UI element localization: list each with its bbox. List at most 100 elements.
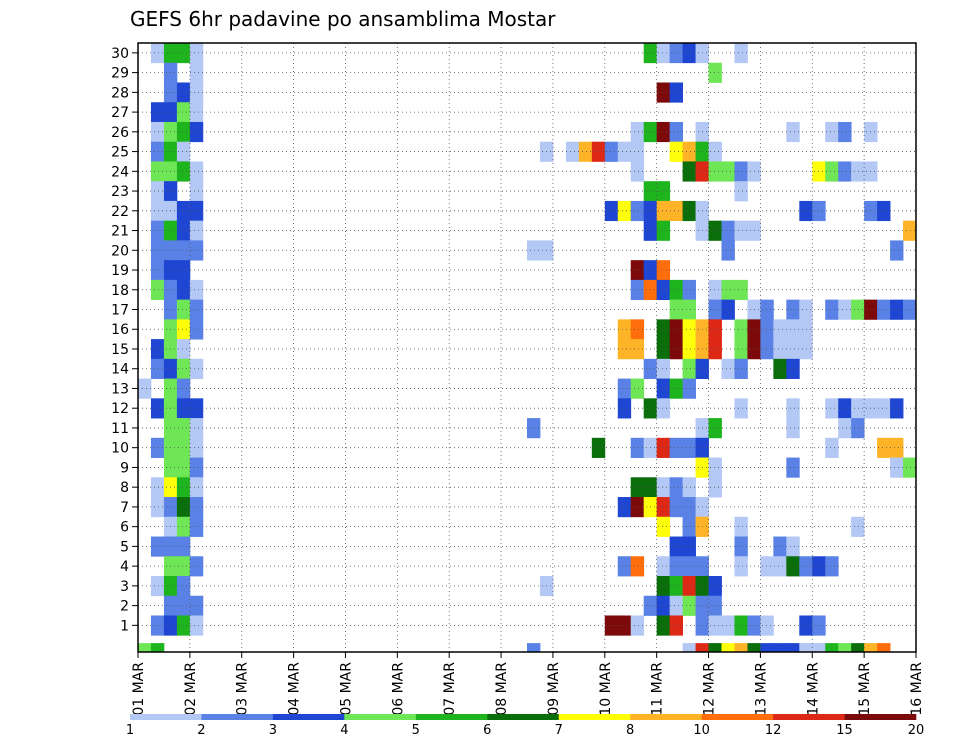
heat-cell [786, 418, 800, 439]
heat-cell [734, 181, 748, 202]
heat-cell [669, 556, 683, 577]
heat-cell [176, 319, 191, 340]
y-tick-label: 16 [111, 322, 129, 338]
y-tick-label: 22 [111, 204, 129, 220]
heat-cell [669, 319, 683, 340]
heat-cell [734, 339, 748, 360]
heat-cell [176, 220, 191, 241]
heat-cell [656, 260, 671, 281]
heat-cell [669, 43, 683, 64]
y-tick-label: 6 [120, 520, 129, 536]
y-tick-label: 1 [120, 618, 129, 634]
heat-cell [708, 615, 722, 636]
heat-cell [903, 457, 917, 478]
y-tick-label: 19 [111, 263, 129, 279]
heat-cell [189, 477, 204, 498]
heat-cell [734, 615, 748, 636]
heat-cell [150, 220, 165, 241]
y-tick-label: 9 [120, 460, 129, 476]
legend-label: 1 [126, 723, 134, 738]
heat-cell [630, 497, 645, 518]
heat-cell [734, 161, 748, 182]
x-tick-label: 14 MAR [805, 662, 821, 716]
heat-cell [176, 615, 191, 636]
heat-cell [760, 615, 774, 636]
heat-cell [617, 398, 632, 419]
heat-cell [682, 437, 696, 458]
heat-cell [189, 516, 204, 537]
heat-cell [527, 418, 541, 439]
heat-cell [138, 643, 152, 653]
heat-cell [176, 595, 191, 616]
heat-cell [150, 121, 165, 143]
heat-cell [189, 200, 204, 222]
heat-cell [176, 516, 191, 537]
heat-cell [578, 141, 593, 162]
heat-cell [682, 299, 696, 320]
legend-swatch [701, 714, 774, 720]
heat-cell [734, 643, 748, 653]
heat-cell [176, 121, 191, 143]
heat-cell [799, 556, 813, 577]
heat-cell [150, 358, 165, 379]
heat-cell [150, 240, 165, 261]
heat-cell [189, 319, 204, 340]
legend-swatch [844, 714, 917, 720]
heat-cell [630, 200, 645, 222]
legend-label: 7 [555, 723, 563, 738]
heat-cell [682, 161, 696, 182]
x-tick-label: 15 MAR [857, 662, 873, 716]
legend-label: 2 [197, 723, 205, 738]
heat-cell [669, 595, 683, 616]
heat-cell [189, 418, 204, 439]
heat-cell [176, 437, 191, 458]
heat-cell [630, 437, 645, 458]
heat-cell [176, 457, 191, 478]
heat-cell [656, 556, 671, 577]
heat-cell [877, 299, 891, 320]
x-tick-label: 07 MAR [442, 662, 458, 716]
heat-cell [760, 556, 774, 577]
heat-cell [150, 477, 165, 498]
legend-label: 8 [626, 723, 634, 738]
heat-cell [786, 299, 800, 320]
heat-cell [669, 437, 683, 458]
heat-cell [189, 497, 204, 518]
heat-cell [604, 141, 619, 162]
heat-cell [682, 477, 696, 498]
heat-cell [851, 299, 865, 320]
heat-cell [682, 279, 696, 301]
heat-cell [786, 556, 800, 577]
heat-cell [669, 299, 683, 320]
heat-cell [890, 457, 904, 478]
heat-cell [150, 339, 165, 360]
heat-cell [734, 220, 748, 241]
legend-swatch [272, 714, 345, 720]
heat-cell [903, 220, 917, 241]
heat-cell [150, 497, 165, 518]
heat-cell [176, 418, 191, 439]
legend-label: 6 [483, 723, 491, 738]
heat-cell [799, 299, 813, 320]
heat-cell [669, 200, 683, 222]
heat-cell [669, 497, 683, 518]
x-tick-label: 02 MAR [183, 662, 199, 716]
heat-cell [825, 121, 839, 143]
heat-cell [176, 339, 191, 360]
heat-cell [786, 457, 800, 478]
heat-cell [150, 161, 165, 182]
heat-cell [682, 339, 696, 360]
heat-cell [656, 43, 671, 64]
heat-cell [150, 102, 165, 123]
heat-cell [708, 161, 722, 182]
heat-cell [773, 643, 787, 653]
legend-swatch [773, 714, 845, 720]
heat-cell [682, 595, 696, 616]
y-axis: 1234567891011121314151617181920212223242… [111, 46, 138, 634]
heat-cell [747, 643, 761, 653]
heat-cell [838, 418, 852, 439]
heat-cell [189, 398, 204, 419]
chart-title: GEFS 6hr padavine po ansamblima Mostar [130, 7, 556, 31]
legend-swatch [487, 714, 560, 720]
legend-swatch [201, 714, 274, 720]
